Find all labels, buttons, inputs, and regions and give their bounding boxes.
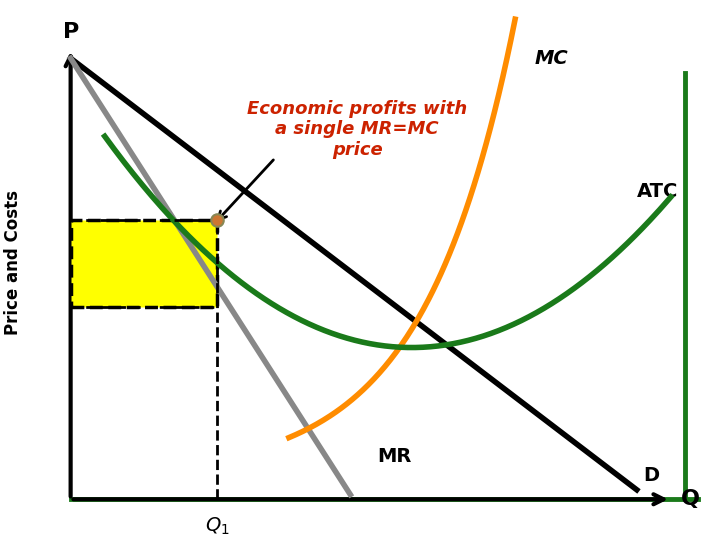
Text: Price and Costs: Price and Costs: [4, 190, 22, 335]
Bar: [71, 219, 217, 307]
Text: D: D: [644, 466, 660, 485]
Text: MC: MC: [534, 49, 568, 68]
Text: ATC: ATC: [636, 181, 678, 200]
Text: P: P: [63, 22, 78, 42]
Text: Q: Q: [681, 489, 700, 509]
Text: $Q_1$: $Q_1$: [205, 516, 230, 537]
Text: Economic profits with
a single MR=MC
price: Economic profits with a single MR=MC pri…: [247, 99, 467, 159]
Text: MR: MR: [377, 447, 412, 466]
